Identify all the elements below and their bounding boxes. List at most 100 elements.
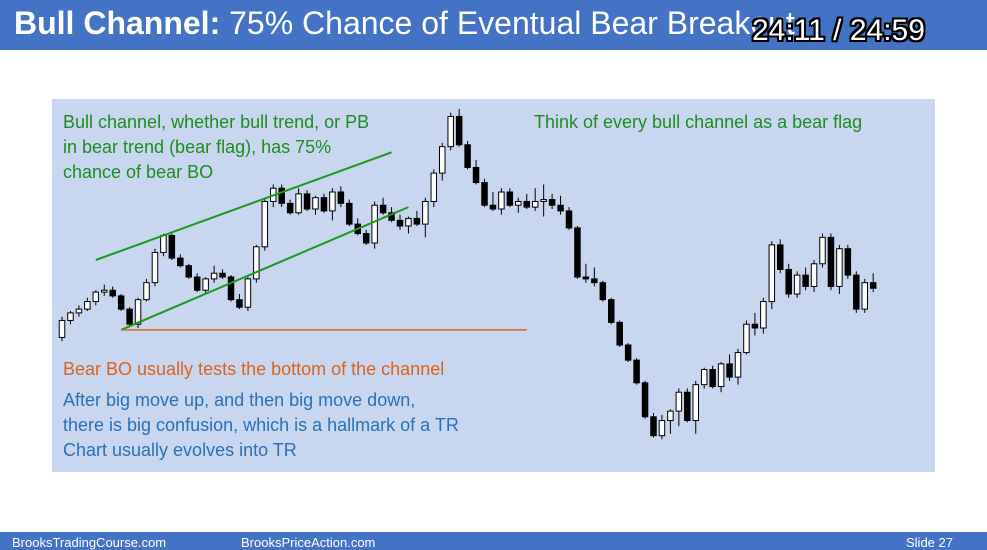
bull-candle <box>261 200 269 248</box>
bear-candle <box>286 202 294 214</box>
bear-candle <box>379 204 387 214</box>
title-bold: Bull Channel: <box>14 5 221 41</box>
bull-candle <box>498 191 505 210</box>
bull-channel-note-line-1: Bull channel, whether bull trend, or PB <box>63 112 370 132</box>
bear-candle <box>726 363 733 378</box>
bear-candle <box>109 289 116 297</box>
bull-candle <box>768 244 776 303</box>
slide-title: Bull Channel: 75% Chance of Eventual Bea… <box>14 5 795 42</box>
bear-candle <box>582 276 590 280</box>
bear-candle <box>633 359 640 384</box>
confusion-note-line-3: Chart usually evolves into TR <box>63 440 297 460</box>
confusion-note-line-1: After big move up, and then big move dow… <box>63 390 416 410</box>
bear-candle <box>227 276 235 301</box>
bull-candle <box>405 217 412 227</box>
bull-candle <box>422 200 429 225</box>
bull-candle <box>700 369 708 386</box>
bull-candle <box>734 352 742 378</box>
bull-candle <box>515 200 522 206</box>
bear-candle <box>599 282 607 301</box>
bull-candle <box>143 282 150 301</box>
bear-candle <box>869 282 877 289</box>
bear-candle <box>278 187 285 204</box>
bear-bo-note: Bear BO usually tests the bottom of the … <box>63 359 445 379</box>
bear-candle <box>650 416 657 437</box>
bear-candle <box>827 236 835 287</box>
bull-candle <box>717 363 725 388</box>
bull-candle <box>439 146 446 174</box>
chart-panel: Bull channel, whether bull trend, or PB … <box>52 99 935 472</box>
bear-candle <box>802 274 809 287</box>
bull-candle <box>658 420 666 437</box>
bear-candle <box>362 233 370 244</box>
bear-candle <box>565 210 573 229</box>
bull-candle <box>295 193 302 214</box>
bear-candle <box>557 204 564 212</box>
bull-candle <box>75 308 83 314</box>
bull-candle <box>134 299 142 325</box>
bull-candle <box>92 291 100 303</box>
title-rest: 75% Chance of Eventual Bear Breakout <box>220 5 795 41</box>
bull-candle <box>810 263 818 287</box>
bull-candle <box>101 289 108 293</box>
bear-candle <box>624 344 632 361</box>
bull-candle <box>743 323 750 354</box>
bull-candle <box>793 274 801 295</box>
bull-candle <box>447 115 454 148</box>
bull-candle <box>67 312 74 321</box>
bear-candle <box>523 200 530 208</box>
bear-candle <box>751 323 759 329</box>
bull-candle <box>371 204 378 244</box>
bear-candle <box>337 191 345 204</box>
bear-candle <box>396 219 404 227</box>
bull-candle <box>760 301 767 329</box>
bull-candle <box>202 278 209 291</box>
bear-candle <box>489 204 497 210</box>
footer-site-2[interactable]: BrooksPriceAction.com <box>241 535 376 550</box>
confusion-note: After big move up, and then big move dow… <box>63 388 459 463</box>
bull-candle <box>675 391 683 412</box>
bull-candle <box>819 236 826 265</box>
bear-candle <box>117 295 125 310</box>
bear-candle <box>481 182 488 206</box>
bear-candle <box>185 265 192 278</box>
bear-candle <box>684 391 691 422</box>
bear-candle <box>709 369 716 388</box>
bull-candle <box>58 319 66 338</box>
candlestick-chart <box>58 108 877 440</box>
bull-channel-note-line-2: in bear trend (bear flag), has 75% <box>63 137 332 157</box>
channel-top-line <box>95 151 392 261</box>
bull-candle <box>253 246 260 280</box>
title-bar <box>0 0 987 50</box>
bull-candle <box>329 191 336 212</box>
video-timer: 24:11 / 24:59 <box>752 14 925 47</box>
bear-candle <box>472 166 480 184</box>
bear-candle <box>548 199 556 206</box>
bull-candle <box>692 384 699 422</box>
bull-candle <box>244 278 252 308</box>
bull-candle <box>151 251 159 284</box>
bear-candle <box>777 244 784 270</box>
bull-candle <box>540 199 547 202</box>
bear-candle <box>236 299 243 308</box>
bear-candle <box>464 144 471 168</box>
candles-group <box>58 108 877 440</box>
bear-candle <box>126 308 133 325</box>
bear-candle <box>574 227 581 278</box>
bear-candle <box>591 278 598 284</box>
bull-candle <box>210 272 218 280</box>
bull-candle <box>836 248 843 287</box>
bull-candle <box>84 301 91 310</box>
slide-number: Slide 27 <box>906 535 953 550</box>
footer-site-1[interactable]: BrooksTradingCourse.com <box>12 535 167 550</box>
channel-bottom-line <box>120 206 409 331</box>
bull-channel-note: Bull channel, whether bull trend, or PB … <box>63 110 369 185</box>
bear-candle <box>193 276 201 291</box>
bull-candle <box>430 172 438 202</box>
bear-candle <box>455 115 463 146</box>
bear-candle <box>219 272 226 278</box>
bear-candle <box>346 202 353 225</box>
bear-candle <box>320 197 328 212</box>
confusion-note-line-2: there is big confusion, which is a hallm… <box>63 415 459 435</box>
bear-candle <box>413 217 421 225</box>
